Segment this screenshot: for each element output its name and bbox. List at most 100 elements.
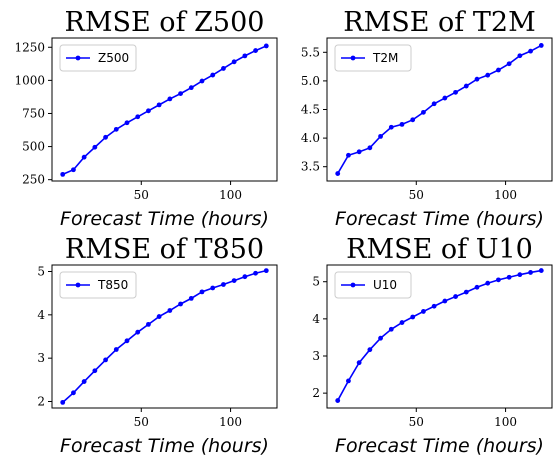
y-tick-label: 2 [37, 395, 45, 409]
data-point [474, 284, 480, 290]
data-point [485, 72, 491, 78]
data-point [124, 338, 130, 344]
data-point [231, 59, 237, 65]
data-point [188, 85, 194, 91]
x-axis-label: Forecast Time (hours) [60, 435, 269, 457]
data-point [431, 101, 437, 107]
x-tick-label: 50 [134, 415, 149, 429]
legend-marker [350, 55, 356, 61]
x-axis-label: Forecast Time (hours) [335, 208, 544, 230]
data-point [517, 53, 523, 59]
data-point [156, 314, 162, 319]
data-point [253, 48, 258, 53]
data-point [71, 390, 76, 396]
chart-title: RMSE of T850 [65, 234, 264, 265]
data-point [167, 96, 173, 102]
data-point [103, 357, 108, 363]
y-tick-label: 5 [312, 275, 320, 289]
data-point [463, 289, 469, 295]
data-point [496, 277, 501, 283]
chart-panel-3: RMSE of T850 Forecast Time (hours) 50 100 2 3… [37, 234, 278, 457]
y-tick-label: 500 [22, 140, 45, 154]
data-point [399, 121, 405, 127]
data-point [378, 335, 383, 341]
data-point [124, 120, 130, 126]
data-point [178, 91, 183, 97]
plot-frame [51, 37, 278, 182]
data-point [399, 320, 405, 325]
chart-title: RMSE of Z500 [65, 7, 265, 38]
data-point [81, 154, 87, 160]
data-point [410, 117, 416, 123]
data-point [442, 298, 448, 304]
data-point [81, 379, 87, 384]
data-point [199, 289, 205, 295]
x-tick-label: 100 [219, 188, 242, 202]
x-tick-label: 100 [494, 188, 517, 202]
chart-title: RMSE of U10 [346, 234, 533, 265]
data-point [453, 294, 458, 299]
data-point [135, 329, 141, 335]
y-tick-label: 2 [312, 386, 320, 400]
y-tick-label: 4.5 [301, 103, 320, 117]
data-point [167, 308, 173, 313]
data-point [103, 134, 108, 140]
legend-marker [75, 282, 81, 288]
legend-label: T850 [97, 278, 128, 292]
x-tick-label: 100 [494, 415, 517, 429]
data-point [388, 326, 394, 332]
plot-frame [326, 264, 553, 409]
y-tick-label: 5.5 [301, 45, 320, 59]
data-point [231, 278, 237, 283]
data-point [263, 43, 269, 49]
data-point [538, 268, 544, 273]
y-tick-label: 250 [22, 173, 45, 187]
y-tick-label: 1250 [14, 40, 45, 54]
data-point [135, 114, 141, 120]
data-point [335, 398, 341, 403]
data-point [528, 48, 533, 54]
y-tick-label: 4 [37, 308, 45, 322]
data-point [199, 78, 205, 84]
chart-panel-1: RMSE of Z500 Forecast Time (hours) 50 100 25… [14, 7, 278, 230]
data-point [335, 171, 341, 176]
data-point [221, 66, 226, 71]
data-point [367, 347, 373, 353]
data-point [463, 83, 469, 89]
chart-panel-2: RMSE of T2M Forecast Time (hours) 50 100 3.5… [301, 7, 553, 230]
data-point [346, 378, 351, 384]
data-point [453, 89, 458, 95]
x-axis-label: Forecast Time (hours) [335, 435, 544, 457]
data-point [210, 72, 216, 78]
legend-box [334, 271, 412, 299]
data-point [442, 95, 448, 101]
data-point [60, 171, 66, 177]
data-point [367, 145, 373, 151]
legend-marker [75, 55, 81, 61]
x-tick-label: 50 [134, 188, 149, 202]
data-point [431, 303, 437, 309]
data-point [346, 152, 351, 158]
y-tick-label: 4 [312, 312, 320, 326]
data-point [188, 295, 194, 301]
legend-box [59, 44, 137, 72]
legend-label: Z500 [98, 51, 129, 65]
data-point [92, 368, 98, 374]
data-point [506, 61, 512, 67]
y-tick-label: 3 [312, 349, 320, 363]
data-point [253, 270, 258, 276]
x-tick-label: 100 [219, 415, 242, 429]
data-point [113, 126, 119, 132]
y-tick-label: 1000 [14, 73, 45, 87]
data-point [356, 360, 362, 366]
y-tick-label: 4.0 [301, 131, 320, 145]
data-point [517, 272, 523, 278]
data-point [156, 102, 162, 108]
data-point [146, 321, 151, 327]
data-point [485, 280, 491, 286]
legend-box [59, 271, 137, 299]
legend-box [334, 44, 412, 72]
data-point [210, 285, 216, 291]
y-tick-label: 5 [37, 265, 45, 279]
